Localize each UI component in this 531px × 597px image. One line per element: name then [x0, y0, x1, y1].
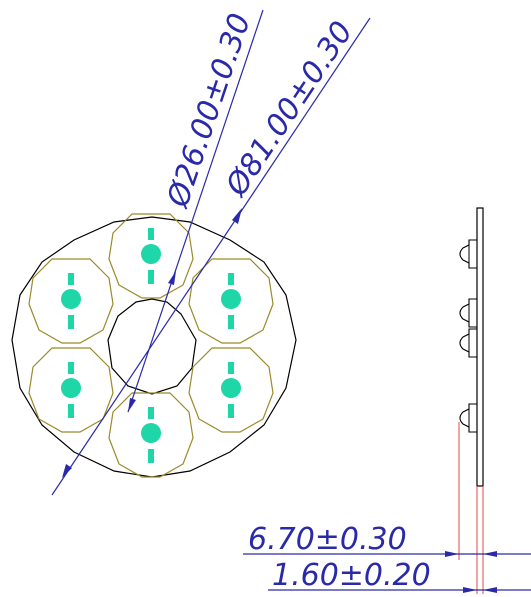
thickness-dimension-label: 1.60±0.20 [272, 558, 431, 593]
thickness-arrow-right [483, 587, 497, 593]
outer-diameter-arrow-top [232, 208, 242, 224]
led-module-lower-right [188, 347, 274, 433]
side-view-led-3 [459, 328, 477, 358]
inner-diameter-arrow-top [168, 271, 176, 285]
side-view-led-2 [459, 298, 477, 328]
side-view-board [476, 207, 484, 487]
pcb-outer-outline [11, 216, 297, 478]
inner-diameter-leader-line [127, 9, 264, 413]
led-module-top [108, 213, 194, 299]
outer-diameter-arrow-bottom [62, 464, 72, 478]
height-arrow-left [445, 551, 459, 557]
inner-diameter-arrow-bottom [128, 398, 136, 412]
side-view-led-1 [459, 239, 477, 269]
height-dimension-label: 6.70±0.30 [248, 522, 407, 557]
thickness-arrow-left [463, 587, 477, 593]
side-view-led-4 [459, 403, 477, 433]
led-module-upper-right [188, 258, 274, 344]
height-arrow-right [483, 551, 497, 557]
center-hole-outline [107, 298, 197, 395]
outer-diameter-leader-line [51, 17, 371, 496]
led-module-upper-left [28, 258, 114, 344]
led-module-lower-left [28, 347, 114, 433]
led-module-bottom [108, 392, 194, 478]
